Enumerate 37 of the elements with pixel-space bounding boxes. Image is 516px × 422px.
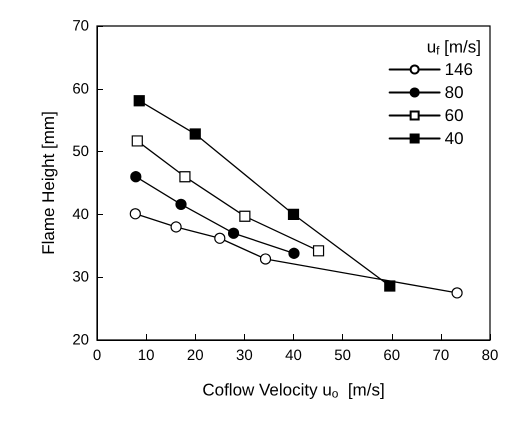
point xyxy=(190,128,201,140)
point xyxy=(239,210,250,222)
x-tick-label: 40 xyxy=(285,347,302,364)
point xyxy=(384,280,396,292)
x-tick-label: 80 xyxy=(482,347,498,364)
y-tick-label: 70 xyxy=(72,18,89,34)
y-tick-label: 50 xyxy=(72,143,89,160)
point xyxy=(228,228,240,239)
x-tick-label: 0 xyxy=(92,347,102,364)
x-tick-label: 60 xyxy=(383,347,400,364)
point xyxy=(175,198,187,210)
point xyxy=(130,208,141,220)
x-tick-label: 20 xyxy=(186,347,204,364)
point xyxy=(288,248,300,259)
point xyxy=(312,245,324,256)
y-tick-label: 20 xyxy=(72,332,89,348)
legend-label: 40 xyxy=(444,129,464,148)
x-tick-label: 50 xyxy=(334,347,351,364)
y-tick-label: 40 xyxy=(72,206,89,223)
point xyxy=(170,221,182,233)
legend-label: 80 xyxy=(444,83,464,102)
x-tick-label: 30 xyxy=(236,347,253,364)
point xyxy=(132,135,143,147)
point xyxy=(130,171,142,182)
legend-label: 60 xyxy=(444,106,464,125)
point xyxy=(179,171,191,182)
y-tick-label: 60 xyxy=(72,80,89,98)
point xyxy=(134,95,145,106)
point xyxy=(260,253,272,265)
x-tick-label: 70 xyxy=(432,347,450,364)
point xyxy=(214,232,226,244)
y-axis-title: Flame Height [mm] xyxy=(39,111,58,255)
point xyxy=(288,208,300,220)
legend-label: 146 xyxy=(444,60,474,79)
point xyxy=(451,287,463,298)
x-tick-label: 10 xyxy=(138,347,154,364)
y-tick-label: 30 xyxy=(72,268,89,286)
